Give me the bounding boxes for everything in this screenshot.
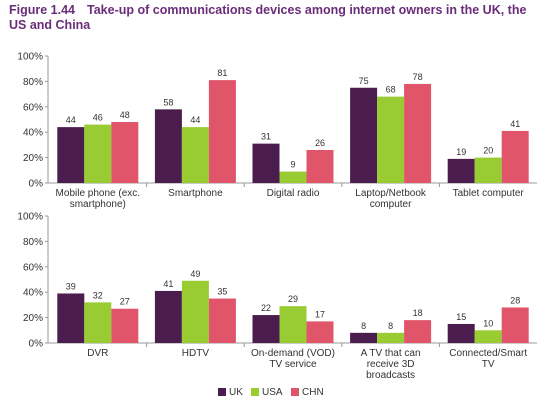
bar-uk bbox=[350, 87, 378, 183]
data-label: 27 bbox=[120, 297, 130, 307]
bar-usa bbox=[474, 330, 502, 343]
data-label: 46 bbox=[93, 113, 103, 123]
bar-chn bbox=[501, 130, 529, 183]
figure-title-text: Take-up of communications devices among … bbox=[9, 3, 527, 32]
category-label: smartphone) bbox=[70, 199, 126, 210]
bar-chn bbox=[404, 320, 432, 343]
bar-chn bbox=[208, 80, 236, 183]
legend-label-uk: UK bbox=[229, 387, 243, 398]
legend-label-usa: USA bbox=[262, 387, 283, 398]
data-label: 44 bbox=[190, 115, 200, 125]
bar-uk bbox=[252, 315, 280, 343]
y-tick-label: 0% bbox=[29, 339, 44, 350]
category-label: On-demand (VOD) bbox=[251, 348, 335, 359]
data-label: 17 bbox=[315, 309, 325, 319]
category-label: HDTV bbox=[182, 348, 210, 359]
legend-swatch-chn bbox=[291, 388, 299, 396]
bar-chn bbox=[501, 307, 529, 343]
figure-title: Figure 1.44 Take-up of communications dev… bbox=[9, 3, 537, 33]
bar-chn bbox=[306, 321, 334, 343]
data-label: 44 bbox=[66, 115, 76, 125]
data-label: 35 bbox=[217, 287, 227, 297]
bar-chn bbox=[306, 149, 334, 183]
bar-uk bbox=[57, 293, 85, 343]
data-label: 41 bbox=[163, 279, 173, 289]
category-label: Smartphone bbox=[168, 188, 223, 199]
bar-uk bbox=[252, 143, 280, 183]
y-tick-label: 80% bbox=[23, 77, 43, 88]
bar-usa bbox=[279, 306, 307, 343]
data-label: 75 bbox=[359, 76, 369, 86]
bar-uk bbox=[447, 158, 475, 183]
y-tick-label: 60% bbox=[23, 262, 43, 273]
category-label: DVR bbox=[87, 348, 108, 359]
data-label: 22 bbox=[261, 303, 271, 313]
y-tick-label: 40% bbox=[23, 288, 43, 299]
data-label: 81 bbox=[217, 68, 227, 78]
y-tick-label: 100% bbox=[17, 212, 43, 223]
data-label: 41 bbox=[510, 119, 520, 129]
figure-number: Figure 1.44 bbox=[9, 3, 75, 17]
y-tick-label: 20% bbox=[23, 313, 43, 324]
data-label: 39 bbox=[66, 281, 76, 291]
category-label: A TV that can bbox=[361, 348, 421, 359]
bar-usa bbox=[181, 127, 209, 183]
category-label: Connected/Smart bbox=[449, 348, 527, 359]
category-label: broadcasts bbox=[366, 370, 415, 381]
category-label: computer bbox=[370, 199, 412, 210]
legend-swatch-usa bbox=[251, 388, 259, 396]
bar-usa bbox=[181, 280, 209, 343]
bar-chn bbox=[404, 83, 432, 183]
bar-usa bbox=[84, 124, 112, 183]
y-tick-label: 80% bbox=[23, 237, 43, 248]
category-label: Tablet computer bbox=[453, 188, 525, 199]
data-label: 19 bbox=[456, 147, 466, 157]
legend-label-chn: CHN bbox=[302, 387, 324, 398]
data-label: 15 bbox=[456, 312, 466, 322]
category-label: receive 3D bbox=[367, 359, 415, 370]
category-label: Mobile phone (exc. bbox=[56, 188, 141, 199]
category-label: Digital radio bbox=[267, 188, 320, 199]
y-tick-label: 40% bbox=[23, 128, 43, 139]
bar-uk bbox=[154, 109, 182, 183]
bar-chn bbox=[208, 298, 236, 343]
data-label: 18 bbox=[413, 308, 423, 318]
data-label: 32 bbox=[93, 290, 103, 300]
bar-usa bbox=[279, 171, 307, 183]
y-tick-label: 0% bbox=[29, 179, 44, 190]
data-label: 8 bbox=[388, 321, 393, 331]
data-label: 58 bbox=[163, 97, 173, 107]
bar-uk bbox=[350, 332, 378, 343]
data-label: 49 bbox=[190, 269, 200, 279]
data-label: 48 bbox=[120, 110, 130, 120]
data-label: 78 bbox=[413, 72, 423, 82]
data-label: 8 bbox=[361, 321, 366, 331]
bar-uk bbox=[57, 127, 85, 183]
y-tick-label: 60% bbox=[23, 102, 43, 113]
category-label: TV service bbox=[269, 359, 317, 370]
category-label: Laptop/Netbook bbox=[355, 188, 427, 199]
data-label: 68 bbox=[386, 85, 396, 95]
category-label: TV bbox=[482, 359, 495, 370]
data-label: 20 bbox=[483, 146, 493, 156]
bar-chn bbox=[111, 308, 139, 343]
bar-usa bbox=[84, 302, 112, 343]
bar-usa bbox=[474, 157, 502, 183]
bar-uk bbox=[447, 323, 475, 343]
data-label: 29 bbox=[288, 294, 298, 304]
bar-chn bbox=[111, 122, 139, 183]
data-label: 26 bbox=[315, 138, 325, 148]
bar-usa bbox=[377, 96, 405, 183]
bar-usa bbox=[377, 332, 405, 343]
bar-uk bbox=[154, 290, 182, 343]
data-label: 28 bbox=[510, 295, 520, 305]
legend-swatch-uk bbox=[218, 388, 226, 396]
y-tick-label: 100% bbox=[17, 52, 43, 63]
data-label: 31 bbox=[261, 132, 271, 142]
y-tick-label: 20% bbox=[23, 153, 43, 164]
data-label: 9 bbox=[290, 160, 295, 170]
data-label: 10 bbox=[483, 318, 493, 328]
